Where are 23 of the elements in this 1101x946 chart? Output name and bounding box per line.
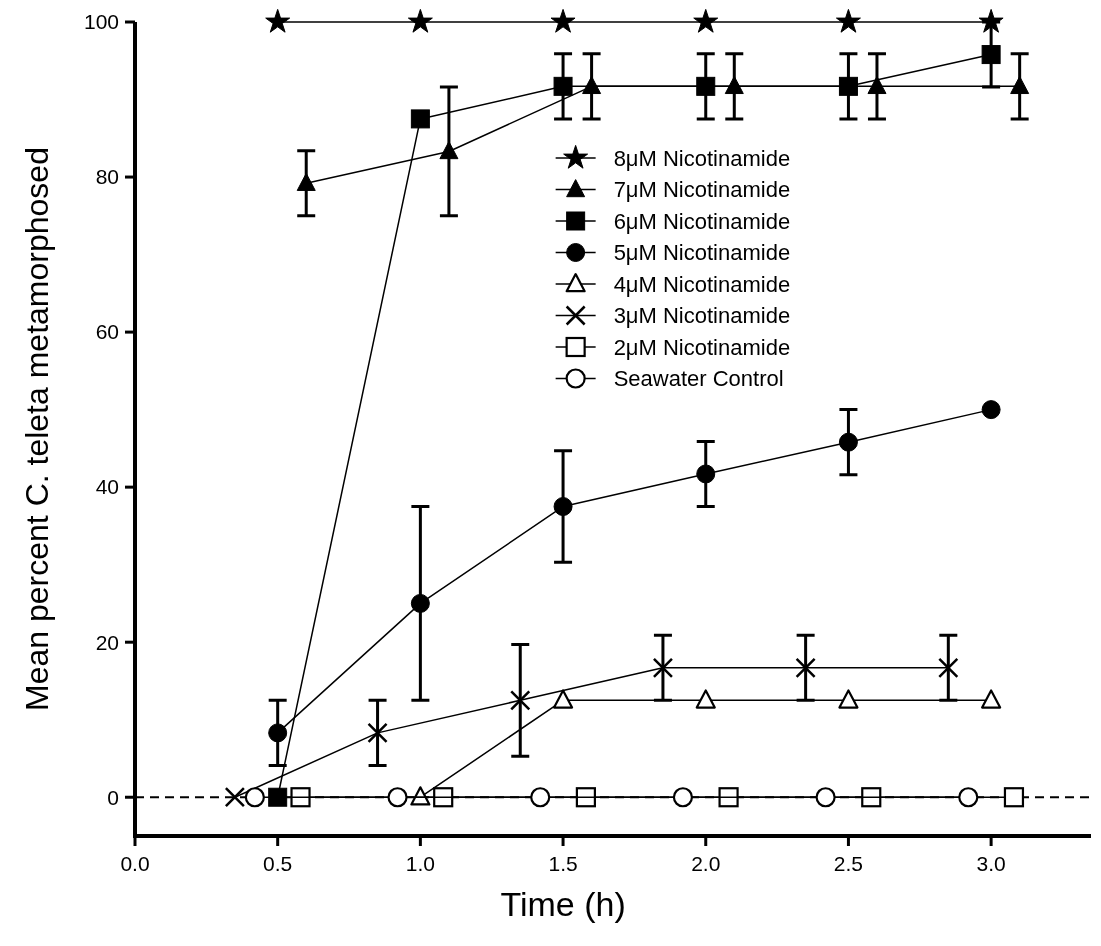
legend-label: 6μM Nicotinamide: [613, 208, 791, 234]
legend-label: 2μM Nicotinamide: [613, 334, 791, 360]
x-tick-label: 1.0: [405, 852, 435, 875]
legend-label: 4μM Nicotinamide: [613, 271, 791, 297]
legend-label: 5μM Nicotinamide: [613, 240, 791, 266]
legend-label: 3μM Nicotinamide: [613, 303, 791, 329]
y-tick-label: 100: [83, 10, 119, 34]
y-tick-label: 60: [95, 320, 119, 344]
x-tick-label: 0.0: [120, 852, 150, 875]
y-axis-title: Mean percent C. teleta metamorphosed: [19, 147, 55, 711]
x-axis-title: Time (h): [500, 885, 626, 923]
legend-label: 7μM Nicotinamide: [613, 177, 791, 203]
x-tick-label: 0.5: [263, 852, 293, 875]
x-tick-label: 1.5: [548, 852, 578, 875]
y-tick-label: 40: [95, 475, 119, 499]
y-tick-label: 0: [107, 785, 119, 809]
x-tick-label: 3.0: [976, 852, 1006, 875]
legend-label: Seawater Control: [613, 366, 784, 392]
x-tick-label: 2.5: [833, 852, 864, 875]
y-tick-label: 20: [95, 630, 119, 654]
x-tick-label: 2.0: [691, 852, 721, 875]
legend-label: 8μM Nicotinamide: [613, 145, 791, 171]
y-tick-label: 80: [95, 165, 119, 189]
